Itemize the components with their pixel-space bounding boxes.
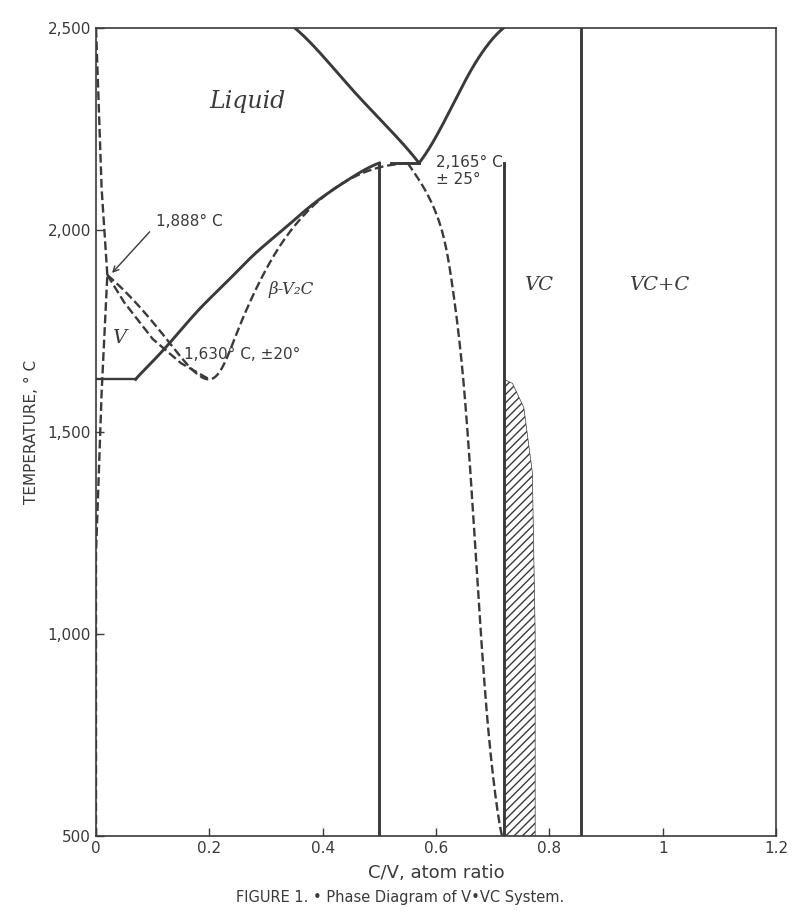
Text: V: V — [112, 329, 126, 347]
Text: 1,630° C, ±20°: 1,630° C, ±20° — [184, 347, 300, 362]
Text: FIGURE 1. • Phase Diagram of V•VC System.: FIGURE 1. • Phase Diagram of V•VC System… — [236, 891, 564, 905]
Text: β-V₂C: β-V₂C — [269, 281, 314, 299]
Text: 2,165° C,
± 25°: 2,165° C, ± 25° — [436, 155, 508, 187]
Text: Liquid: Liquid — [210, 90, 286, 113]
Text: 1,888° C: 1,888° C — [155, 214, 222, 229]
Text: VC+C: VC+C — [629, 277, 689, 294]
Text: VC: VC — [524, 277, 553, 294]
Y-axis label: TEMPERATURE, ° C: TEMPERATURE, ° C — [25, 360, 39, 504]
X-axis label: C/V, atom ratio: C/V, atom ratio — [368, 865, 504, 882]
